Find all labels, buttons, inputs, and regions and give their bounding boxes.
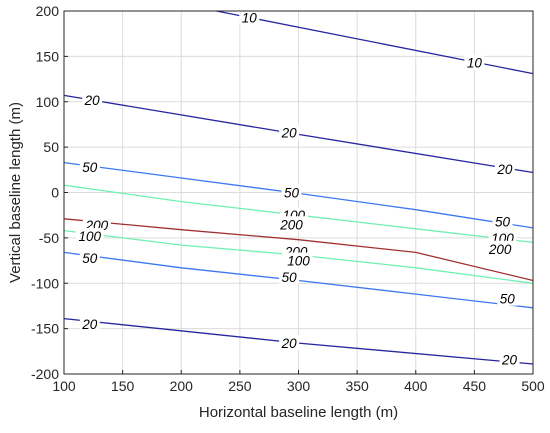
contour-label-background	[497, 290, 518, 306]
contour-label: 20	[501, 352, 518, 367]
contour-label-background	[492, 213, 513, 229]
contour-line-200	[63, 218, 534, 282]
contour-label: 20	[281, 126, 298, 141]
contour-label-background	[75, 228, 104, 244]
contour-label-background	[79, 159, 100, 175]
contour-label: 20	[81, 317, 98, 332]
contour-label: 100	[79, 229, 102, 244]
contour-line-10	[216, 10, 534, 75]
y-tick-labels: -200 -150 -100 -50 0 50 100 150 200	[31, 3, 68, 382]
y-tick-label: 200	[36, 3, 60, 19]
contour-label-background	[499, 351, 520, 367]
contour-label-background	[82, 91, 103, 107]
y-tick-label: 150	[36, 48, 60, 64]
y-tick-label: -150	[31, 321, 59, 337]
contour-label: 50	[495, 215, 511, 230]
contour-label: 10	[242, 10, 258, 25]
x-tick-label: 200	[170, 378, 194, 394]
contour-label: 50	[82, 251, 98, 266]
x-tick-label: 500	[521, 378, 545, 394]
x-axis-title: Horizontal baseline length (m)	[199, 404, 398, 421]
y-axis-title: Vertical baseline length (m)	[7, 102, 24, 283]
contour-label: 50	[500, 292, 516, 307]
contour-label: 10	[467, 56, 483, 71]
y-tick-label: -200	[31, 366, 59, 382]
contour-label-background	[464, 54, 485, 70]
contour-label-background	[277, 216, 306, 232]
contour-label-background	[279, 124, 300, 140]
contour-label: 20	[281, 336, 298, 351]
y-tick-label: 50	[43, 139, 59, 155]
contour-label: 50	[284, 186, 300, 201]
x-tick-label: 350	[345, 378, 369, 394]
contour-label-background	[494, 160, 515, 176]
contour-label-background	[281, 184, 302, 200]
contour-label: 50	[282, 270, 298, 285]
contour-label: 100	[287, 254, 310, 269]
contour-label: 20	[84, 93, 101, 108]
contour-label-background	[486, 240, 515, 256]
x-tick-label: 250	[228, 378, 252, 394]
y-tick-label: -100	[31, 275, 59, 291]
contour-label: 200	[279, 217, 303, 232]
contour-label-background	[279, 335, 300, 351]
contour-label: 50	[82, 160, 98, 175]
x-tick-label: 100	[52, 378, 76, 394]
contour-label-background	[79, 316, 100, 332]
contour-label: 200	[488, 242, 512, 257]
contour-label: 20	[496, 162, 513, 177]
contour-label-background	[239, 9, 260, 25]
x-tick-label: 150	[111, 378, 135, 394]
contour-label-background	[79, 249, 100, 265]
y-tick-label: 0	[51, 185, 59, 201]
contour-label-background	[279, 268, 300, 284]
x-tick-label: 450	[463, 378, 487, 394]
y-tick-label: -50	[39, 230, 59, 246]
x-tick-labels: 100 150 200 250 300 350 400 450 500	[52, 370, 545, 394]
x-tick-label: 400	[404, 378, 428, 394]
x-tick-label: 300	[287, 378, 311, 394]
contour-label-background	[284, 252, 313, 268]
y-tick-label: 100	[36, 94, 60, 110]
